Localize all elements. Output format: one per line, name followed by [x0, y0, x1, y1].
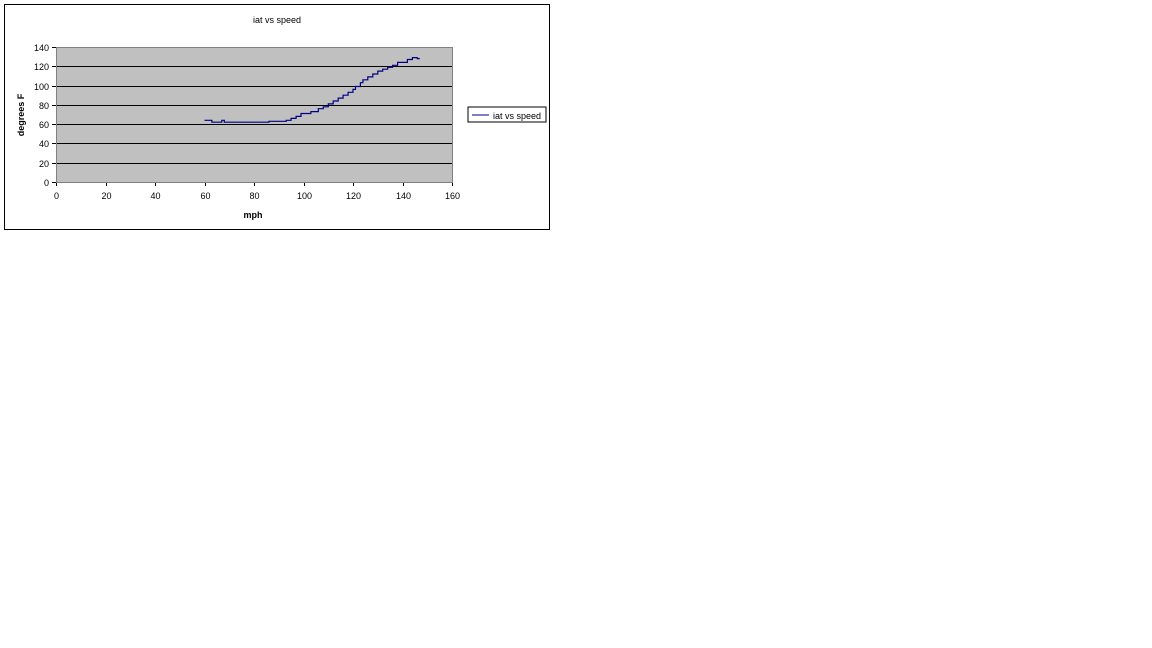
chart-title: iat vs speed: [253, 15, 301, 25]
y-tick-label: 60: [39, 120, 49, 130]
legend: iat vs speed: [467, 106, 547, 123]
x-tick-label: 80: [249, 191, 259, 201]
y-tick-label: 0: [44, 178, 49, 188]
x-tick-label: 120: [346, 191, 361, 201]
x-tick-label: 140: [396, 191, 411, 201]
axes: [52, 47, 453, 186]
y-tick-label: 40: [39, 139, 49, 149]
x-tick-label: 0: [54, 191, 59, 201]
x-tick-label: 20: [101, 191, 111, 201]
plot-border: [56, 47, 453, 183]
y-tick-label: 100: [34, 82, 49, 92]
x-tick-label: 40: [150, 191, 160, 201]
chart-svg: iat vs speed 0 20 40 60 80 100 120 140 0 20 40 60 80…: [16, 15, 547, 220]
x-tick-label: 160: [445, 191, 460, 201]
x-tick-label: 100: [297, 191, 312, 201]
y-axis-title: degrees F: [16, 93, 26, 136]
x-axis-title: mph: [244, 210, 263, 220]
legend-label: iat vs speed: [493, 111, 541, 121]
x-tick-label: 60: [200, 191, 210, 201]
legend-box: [467, 106, 547, 123]
series-line: [204, 56, 420, 123]
series-layer: [204, 56, 420, 123]
y-tick-label: 140: [34, 43, 49, 53]
chart-area: iat vs speed 0 20 40 60 80 100 120 140 0 20 40 60 80…: [4, 4, 550, 230]
y-tick-label: 20: [39, 159, 49, 169]
y-tick-label: 120: [34, 62, 49, 72]
y-tick-label: 80: [39, 101, 49, 111]
tick-labels: 0 20 40 60 80 100 120 140 0 20 40 60 80 100 120 140 160: [34, 43, 460, 201]
